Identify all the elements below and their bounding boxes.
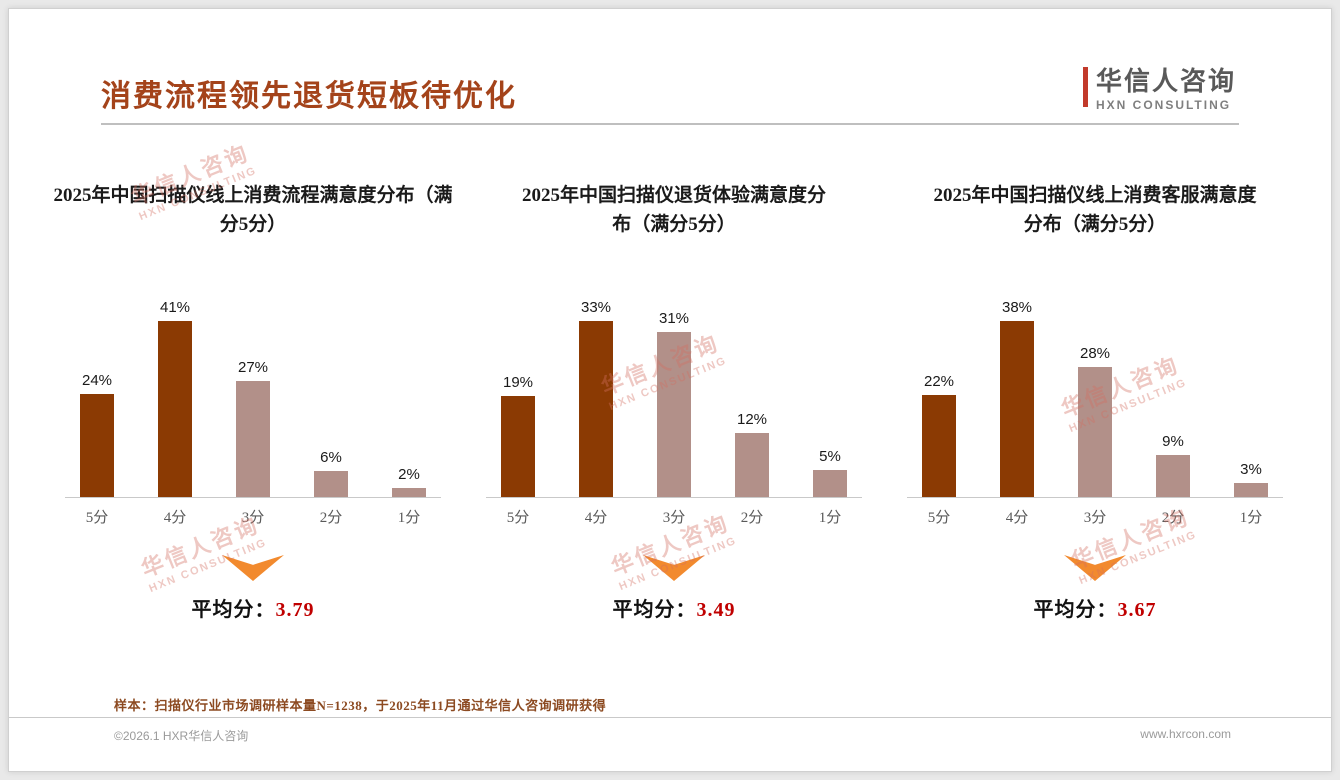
x-axis-label: 2分 [1161, 510, 1185, 526]
bar-column: 24% [65, 372, 129, 497]
header-divider [101, 123, 1239, 125]
bar-value-label: 3% [1240, 461, 1262, 478]
bar-value-label: 22% [923, 373, 955, 390]
bar-column: 38% [985, 299, 1049, 497]
slide-card: 消费流程领先退货短板待优化 华信人咨询 HXN CONSULTING 2025年… [8, 8, 1332, 772]
x-axis: 5分 4分 3分 2分 1分 [486, 506, 862, 527]
average-label: 平均分： [1033, 599, 1118, 621]
bar [1156, 455, 1190, 497]
average-line: 平均分：3.49 [613, 593, 736, 622]
down-arrow-icon [643, 555, 705, 581]
bar-column: 28% [1063, 345, 1127, 497]
bar-value-label: 24% [81, 372, 113, 389]
x-axis-label: 3分 [241, 510, 265, 526]
bar [922, 395, 956, 497]
bar [1078, 367, 1112, 497]
x-axis-label: 1分 [397, 510, 421, 526]
x-axis-label: 4分 [584, 510, 608, 526]
bar-column: 9% [1141, 433, 1205, 497]
bar [735, 433, 769, 497]
average-line: 平均分：3.67 [1034, 593, 1157, 622]
average-value: 3.79 [275, 599, 315, 621]
down-arrow-icon [1064, 555, 1126, 581]
bar-column: 19% [486, 374, 550, 497]
bar-value-label: 19% [502, 374, 534, 391]
x-axis-label: 4分 [1005, 510, 1029, 526]
copyright-text: ©2026.1 HXR华信人咨询 [114, 729, 249, 743]
x-axis-label: 5分 [85, 510, 109, 526]
sample-footnote: 样本：扫描仪行业市场调研样本量N=1238，于2025年11月通过华信人咨询调研… [114, 698, 607, 713]
bar [1234, 483, 1268, 497]
bar [501, 396, 535, 497]
bar-column: 22% [907, 373, 971, 497]
bar [80, 394, 114, 497]
bar [158, 321, 192, 497]
brand-name: 华信人咨询 [1095, 67, 1236, 96]
chart-title: 2025年中国扫描仪线上消费流程满意度分布（满分5分） [53, 185, 453, 236]
bar [1000, 321, 1034, 497]
bar [579, 321, 613, 497]
brand-logo: 华信人咨询 HXN CONSULTING [1082, 61, 1236, 112]
bar-value-label: 5% [819, 448, 841, 465]
bar-value-label: 9% [1162, 433, 1184, 450]
x-axis-label: 3分 [662, 510, 686, 526]
x-axis-label: 1分 [1239, 510, 1263, 526]
brand-text: 华信人咨询 HXN CONSULTING [1096, 61, 1236, 112]
x-axis-label: 3分 [1083, 510, 1107, 526]
bar-value-label: 38% [1001, 299, 1033, 316]
x-axis-label: 4分 [163, 510, 187, 526]
footer-divider [9, 717, 1331, 718]
x-axis: 5分 4分 3分 2分 1分 [65, 506, 441, 527]
bar-value-label: 2% [398, 466, 420, 483]
chart-title: 2025年中国扫描仪线上消费客服满意度分布（满分5分） [933, 185, 1257, 236]
charts-row: 2025年中国扫描仪线上消费流程满意度分布（满分5分） 24% 41% 27% 6% 2… [47, 181, 1301, 622]
x-axis-label: 5分 [506, 510, 530, 526]
brand-tagline: HXN CONSULTING [1095, 98, 1232, 112]
x-axis: 5分 4分 3分 2分 1分 [907, 506, 1283, 527]
plot-area: 24% 41% 27% 6% 2% [65, 298, 441, 498]
bar [813, 470, 847, 497]
average-label: 平均分： [191, 599, 276, 621]
x-axis-label: 5分 [927, 510, 951, 526]
chart-block: 2025年中国扫描仪线上消费流程满意度分布（满分5分） 24% 41% 27% 6% 2… [47, 181, 459, 622]
plot-area: 19% 33% 31% 12% 5% [486, 298, 862, 498]
brand-mark-icon [1082, 66, 1088, 107]
chart-block: 2025年中国扫描仪退货体验满意度分布（满分5分） 19% 33% 31% 12% 5%… [468, 181, 880, 622]
x-axis-label: 2分 [740, 510, 764, 526]
bar [314, 471, 348, 497]
bar-column: 31% [642, 310, 706, 497]
bar-column: 27% [221, 359, 285, 497]
bar-value-label: 12% [736, 411, 768, 428]
average-line: 平均分：3.79 [192, 593, 315, 622]
bar-column: 12% [720, 411, 784, 497]
bar-value-label: 41% [159, 299, 191, 316]
bar-value-label: 27% [237, 359, 269, 376]
bar-column: 33% [564, 299, 628, 497]
bar-value-label: 33% [580, 299, 612, 316]
footer-row: ©2026.1 HXR华信人咨询 www.hxrcon.com [114, 727, 1231, 744]
bar-column: 2% [377, 466, 441, 497]
bar-value-label: 31% [658, 310, 690, 327]
bar [392, 488, 426, 497]
bar-column: 41% [143, 299, 207, 497]
bar-column: 3% [1219, 461, 1283, 497]
bar-column: 5% [798, 448, 862, 497]
plot-area: 22% 38% 28% 9% 3% [907, 298, 1283, 498]
down-arrow-icon [222, 555, 284, 581]
page-title: 消费流程领先退货短板待优化 [101, 80, 517, 113]
average-label: 平均分： [612, 599, 697, 621]
bar-column: 6% [299, 449, 363, 497]
chart-block: 2025年中国扫描仪线上消费客服满意度分布（满分5分） 22% 38% 28% 9% 3… [889, 181, 1301, 622]
bar [657, 332, 691, 497]
average-value: 3.49 [696, 599, 736, 621]
chart-title: 2025年中国扫描仪退货体验满意度分布（满分5分） [521, 185, 826, 236]
x-axis-label: 1分 [818, 510, 842, 526]
bar-value-label: 28% [1079, 345, 1111, 362]
bar-value-label: 6% [320, 449, 342, 466]
x-axis-label: 2分 [319, 510, 343, 526]
average-value: 3.67 [1117, 599, 1157, 621]
bar [236, 381, 270, 497]
website-link[interactable]: www.hxrcon.com [1140, 727, 1231, 741]
